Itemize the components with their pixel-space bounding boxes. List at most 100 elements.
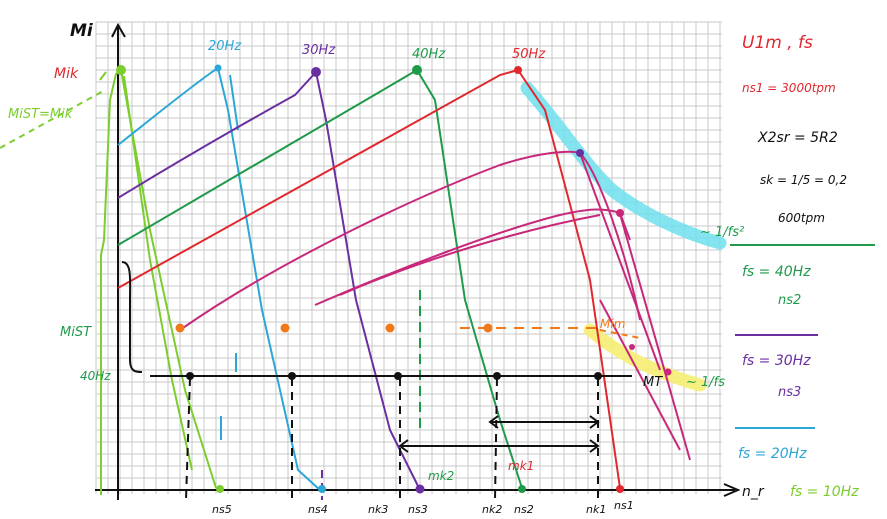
derived-curve-1 xyxy=(179,150,641,331)
black-point-3 xyxy=(394,372,402,380)
curve-50hz xyxy=(117,69,621,489)
dash-ns5 xyxy=(185,377,191,501)
label-mist-eq: MiST=Mik xyxy=(8,107,73,122)
label-mist: MiST xyxy=(60,325,92,340)
point-derived-2 xyxy=(616,209,624,217)
label-nk3: nk3 xyxy=(368,503,388,516)
points xyxy=(116,64,672,494)
point-mt xyxy=(664,368,672,376)
label-mim: Mim xyxy=(600,317,625,331)
orange-point-2 xyxy=(280,323,290,333)
label-mik: Mik xyxy=(54,66,79,82)
curve-20hz-rise xyxy=(117,67,219,146)
x-point-20hz xyxy=(318,485,326,493)
curve-10hz-descent xyxy=(123,75,193,471)
peak-10hz xyxy=(116,65,126,75)
x-point-40hz xyxy=(518,485,526,493)
legend-ns3: ns3 xyxy=(778,385,801,400)
label-mt: MT xyxy=(643,375,663,390)
grid-lines xyxy=(95,21,722,494)
black-point-2 xyxy=(288,372,296,380)
derived-tail-c xyxy=(599,299,681,451)
curve-30hz-rise xyxy=(117,71,317,199)
curve-10hz-start xyxy=(99,71,107,81)
curve-10hz-rise xyxy=(100,69,122,495)
curve-10hz xyxy=(0,69,217,495)
legend-fs30: fs = 30Hz xyxy=(742,353,811,369)
arrow-mk1-head-l xyxy=(488,415,499,429)
label-30hz: 30Hz xyxy=(302,43,336,58)
point-mim xyxy=(629,344,635,350)
x-point-30hz xyxy=(415,484,425,494)
black-annotations xyxy=(121,261,632,501)
label-nk2: nk2 xyxy=(482,503,502,516)
orange-point-1 xyxy=(175,323,185,333)
label-ns2: ns2 xyxy=(514,503,534,516)
label-mk2: mk2 xyxy=(428,469,454,483)
cyan-highlight-stroke xyxy=(520,81,727,250)
label-mk1: mk1 xyxy=(508,459,534,473)
dashed-mist-eq xyxy=(0,89,106,149)
dash-nk2 xyxy=(494,377,498,501)
point-derived-1 xyxy=(576,149,584,157)
label-ns5: ns5 xyxy=(212,503,232,516)
note-600tpm: 600tpm xyxy=(778,211,825,225)
black-point-5 xyxy=(594,372,602,380)
peak-50hz xyxy=(514,66,522,74)
curve-50hz-rise xyxy=(117,69,519,289)
label-40hz-level: 40Hz xyxy=(80,369,111,383)
orange-point-4 xyxy=(483,323,493,333)
legend-fs40: fs = 40Hz xyxy=(742,264,811,280)
derived-curve-2 xyxy=(314,208,631,306)
curve-40hz xyxy=(117,69,523,489)
legend-fs20: fs = 20Hz xyxy=(738,446,807,462)
labels: Mi n_r 20Hz 30Hz 40Hz 50Hz Mik MiST=Mik … xyxy=(8,21,859,516)
arrow-mk1-head-r xyxy=(589,415,600,429)
axes xyxy=(95,22,741,500)
derived-curve-3 xyxy=(339,214,601,296)
derived-curves xyxy=(179,150,691,461)
curve-10hz-fall xyxy=(120,69,217,489)
note-u-fs: U1m , fs xyxy=(742,33,813,53)
label-50hz: 50Hz xyxy=(512,47,546,62)
label-20hz: 20Hz xyxy=(208,39,242,54)
curve-20hz-fall-b xyxy=(229,74,239,131)
left-bracket xyxy=(121,261,143,373)
arrow-mk2-head-l xyxy=(398,439,409,453)
label-nk1: nk1 xyxy=(586,503,606,516)
legend-separators xyxy=(730,244,875,429)
x-point-10hz xyxy=(216,485,224,493)
x-point-50hz xyxy=(616,485,624,493)
x-axis-label: n_r xyxy=(742,484,765,500)
label-40hz: 40Hz xyxy=(412,47,446,62)
y-axis-label: Mi xyxy=(70,21,94,41)
black-point-4 xyxy=(493,372,501,380)
legend-fs10: fs = 10Hz xyxy=(790,484,859,500)
black-point-1 xyxy=(186,372,194,380)
y-axis-arrow xyxy=(111,22,126,38)
derived-tail-b xyxy=(619,213,691,461)
peak-20hz xyxy=(214,64,222,72)
x-axis-arrow xyxy=(723,483,741,497)
curve-20hz xyxy=(117,67,321,491)
peak-40hz xyxy=(412,65,422,75)
label-ns4: ns4 xyxy=(308,503,328,516)
curve-40hz-fall xyxy=(416,69,523,489)
note-ns1-value: ns1 = 3000tpm xyxy=(742,81,836,95)
note-x2sr: X2sr = 5R2 xyxy=(757,130,838,146)
legend-ns2: ns2 xyxy=(778,293,801,308)
orange-point-3 xyxy=(385,323,395,333)
arrow-mk2-head-r xyxy=(589,439,600,453)
label-inv-fs: ~ 1/fs xyxy=(686,375,725,390)
peak-30hz xyxy=(311,67,321,77)
curve-30hz-fall xyxy=(315,71,421,491)
label-ns1: ns1 xyxy=(614,499,634,512)
orange-mist-level xyxy=(460,327,641,339)
curve-50hz-fall xyxy=(517,69,621,489)
label-inv-fs2: ~ 1/fs² xyxy=(700,225,744,240)
note-sk: sk = 1/5 = 0,2 xyxy=(760,173,847,187)
derived-tail-a xyxy=(579,152,661,371)
curve-20hz-fall xyxy=(217,67,321,491)
orange-dash-b xyxy=(599,329,641,339)
